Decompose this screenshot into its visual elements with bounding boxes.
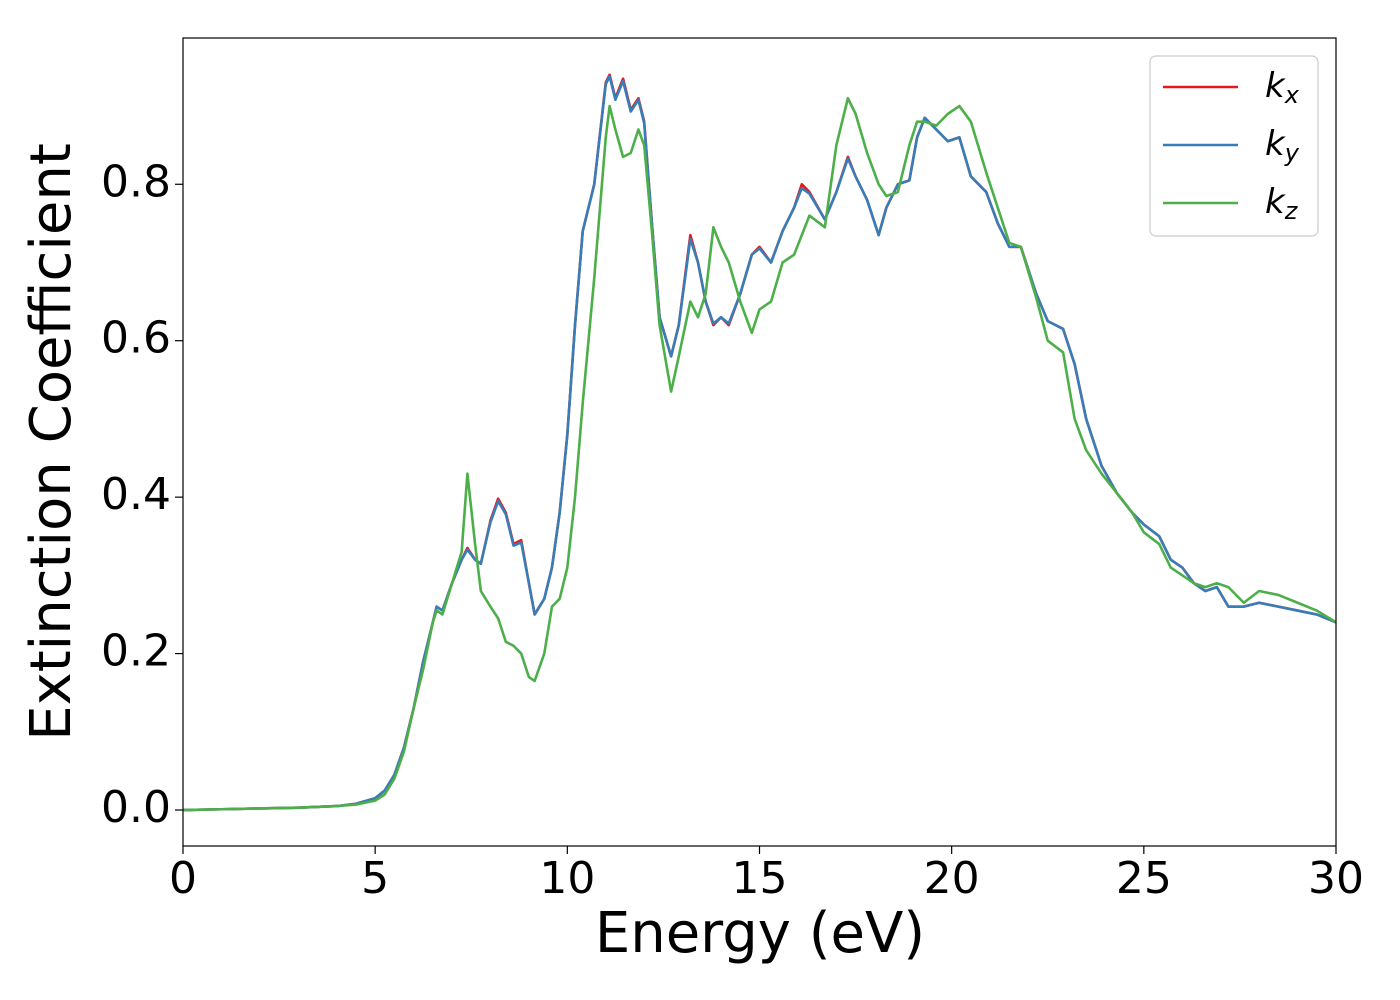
line-series (183, 96, 1336, 812)
line-series (183, 75, 1336, 812)
y-tick-label: 0.8 (101, 156, 171, 207)
y-tick-label: 0.2 (101, 626, 171, 677)
legend-label: kx (1265, 66, 1300, 110)
y-tick-label: 0.0 (101, 782, 171, 833)
x-axis-label: Energy (eV) (595, 901, 925, 966)
plot-frame (182, 37, 1337, 847)
x-tick-label: 30 (1308, 853, 1364, 904)
y-axis-label: Extinction Coefficient (19, 143, 84, 741)
x-tick-label: 25 (1116, 853, 1172, 904)
legend-label: kz (1265, 182, 1299, 226)
y-tick-label: 0.4 (101, 469, 171, 520)
y-tick-label: 0.6 (101, 313, 171, 364)
x-tick-label: 15 (732, 853, 788, 904)
x-tick-label: 0 (169, 853, 197, 904)
legend-label: ky (1265, 124, 1300, 168)
x-tick-label: 20 (924, 853, 980, 904)
x-tick-label: 10 (539, 853, 595, 904)
x-tick-label: 5 (361, 853, 389, 904)
